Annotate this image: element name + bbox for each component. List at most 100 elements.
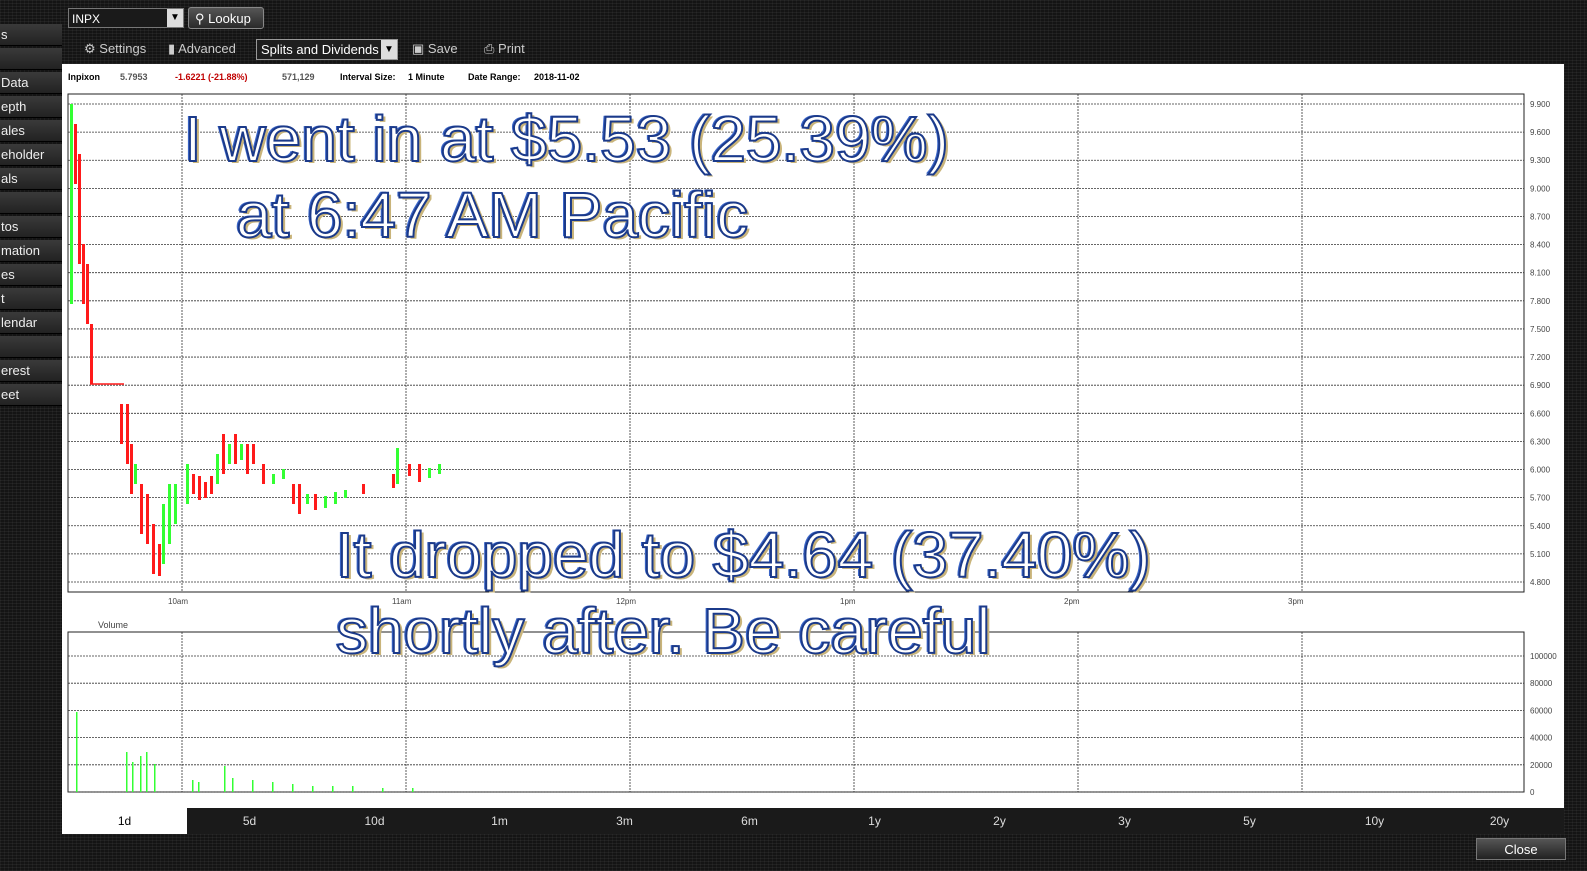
interval-value: 1 Minute	[408, 72, 445, 82]
price-candle	[314, 494, 317, 510]
price-candle	[234, 434, 237, 464]
range-tab-3y[interactable]: 3y	[1118, 814, 1131, 828]
volume-tick-label: 60000	[1530, 706, 1553, 715]
save-icon: ▣	[412, 41, 425, 56]
bar-chart-icon: ▮	[168, 41, 176, 56]
range-tab-20y[interactable]: 20y	[1489, 814, 1510, 828]
price-candle	[70, 104, 73, 304]
chevron-down-icon[interactable]: ▼	[381, 40, 397, 59]
price-chart[interactable]: 9.900 9.600 9.300 9.000 8.700 8.400 8.100 7.800…	[62, 64, 1564, 808]
print-button[interactable]: ⎙ Print	[484, 39, 525, 59]
price-candle	[204, 482, 207, 498]
sidebar-item[interactable]: mation	[0, 240, 62, 262]
price-candle	[78, 154, 81, 264]
volume-bar	[224, 766, 226, 792]
price-candle	[252, 444, 255, 464]
save-label: Save	[427, 41, 458, 56]
sidebar-item[interactable]	[0, 192, 62, 214]
price-candle	[282, 469, 285, 479]
price-candle	[428, 468, 431, 478]
sidebar-item[interactable]: lendar	[0, 312, 62, 334]
range-tab-5y[interactable]: 5y	[1243, 814, 1256, 828]
splits-dividends-select[interactable]: Splits and Dividends ▼	[256, 39, 398, 60]
print-label: Print	[498, 41, 525, 56]
advanced-button[interactable]: ▮ Advanced	[168, 39, 236, 59]
symbol-select[interactable]: INPX ▼	[68, 8, 184, 28]
price-candle	[334, 492, 337, 504]
price-tick-label: 8.100	[1530, 269, 1551, 278]
volume-bar	[292, 784, 294, 792]
range-tab-1d[interactable]: 1d	[62, 808, 187, 834]
sidebar-item[interactable]: als	[0, 168, 62, 190]
symbol-toolbar: INPX ▼ ⚲ Lookup	[64, 6, 1564, 32]
chart-panel: Inpixon 5.7953 -1.6221 (-21.88%) 571,129…	[62, 64, 1564, 834]
volume-bar	[352, 786, 354, 792]
range-tab-5d[interactable]: 5d	[242, 814, 257, 828]
price-tick-label: 5.100	[1530, 550, 1551, 559]
volume-bar	[198, 782, 200, 792]
price-candle	[306, 494, 309, 504]
chevron-down-icon[interactable]: ▼	[167, 9, 183, 27]
volume-bar	[332, 786, 334, 792]
sidebar-item[interactable]: ales	[0, 120, 62, 142]
price-candle	[272, 474, 275, 484]
range-tab-2y[interactable]: 2y	[993, 814, 1006, 828]
gear-icon: ⚙	[84, 41, 96, 56]
price-tick-label: 7.200	[1530, 353, 1551, 362]
symbol-value: INPX	[72, 12, 101, 26]
time-tick-label: 11am	[392, 597, 412, 606]
price-candle	[74, 124, 77, 184]
price-candle	[222, 434, 225, 474]
price-candle	[126, 404, 129, 464]
lookup-button[interactable]: ⚲ Lookup	[188, 7, 264, 29]
chart-toolbar: ⚙ Settings ▮ Advanced Splits and Dividen…	[64, 36, 1564, 62]
price-candle	[216, 454, 219, 484]
sidebar-item[interactable]: es	[0, 264, 62, 286]
sidebar-item[interactable]: s	[0, 24, 62, 46]
settings-button[interactable]: ⚙ Settings	[84, 39, 146, 59]
sidebar-item[interactable]: epth	[0, 96, 62, 118]
caption-line-2: at 6:47 AM Pacific	[235, 179, 749, 251]
sidebar-item[interactable]: erest	[0, 360, 62, 382]
price-candle	[344, 490, 347, 498]
date-range-label: Date Range:	[468, 72, 521, 82]
sidebar-item[interactable]	[0, 48, 62, 70]
volume-tick-label: 100000	[1530, 652, 1557, 661]
volume-bar	[154, 764, 156, 792]
price-candle	[140, 484, 143, 534]
price-candle	[262, 464, 265, 484]
price-candle	[228, 444, 231, 464]
price-candle	[130, 444, 133, 494]
quote-info-bar: Inpixon 5.7953 -1.6221 (-21.88%) 571,129…	[62, 64, 1564, 88]
price-tick-label: 9.300	[1530, 156, 1551, 165]
price-tick-label: 5.400	[1530, 522, 1551, 531]
price-candle	[396, 448, 399, 484]
price-candle	[90, 324, 93, 384]
sidebar-item[interactable]: eholder	[0, 144, 62, 166]
time-tick-label: 12pm	[616, 597, 636, 606]
range-tab-1y[interactable]: 1y	[868, 814, 881, 828]
sidebar-item[interactable]: eet	[0, 384, 62, 406]
range-tab-3m[interactable]: 3m	[616, 814, 633, 828]
sidebar-item[interactable]: t	[0, 288, 62, 310]
range-tabs: 1d 5d 10d 1m 3m 6m 1y 2y 3y 5y 10y 20y	[62, 808, 1564, 834]
volume-tick-label: 0	[1530, 788, 1535, 797]
range-tab-10y[interactable]: 10y	[1364, 814, 1385, 828]
sidebar-item[interactable]	[0, 336, 62, 358]
range-tab-6m[interactable]: 6m	[741, 814, 758, 828]
sidebar-item[interactable]: Data	[0, 72, 62, 94]
splits-label: Splits and Dividends	[261, 42, 379, 57]
volume-bar	[146, 752, 148, 792]
left-sidebar: s Data epth ales eholder als tos mation es t lenda…	[0, 24, 62, 408]
close-button[interactable]: Close	[1476, 838, 1566, 860]
volume-tick-label: 40000	[1530, 734, 1553, 743]
sidebar-item[interactable]: tos	[0, 216, 62, 238]
save-button[interactable]: ▣ Save	[412, 39, 458, 59]
volume-bar	[126, 752, 128, 792]
print-icon: ⎙	[484, 41, 495, 56]
price-candle	[174, 484, 177, 524]
range-tab-10d[interactable]: 10d	[364, 814, 385, 828]
range-tab-1m[interactable]: 1m	[491, 814, 508, 828]
volume-label: Volume	[98, 620, 128, 630]
price-candle	[152, 524, 155, 574]
